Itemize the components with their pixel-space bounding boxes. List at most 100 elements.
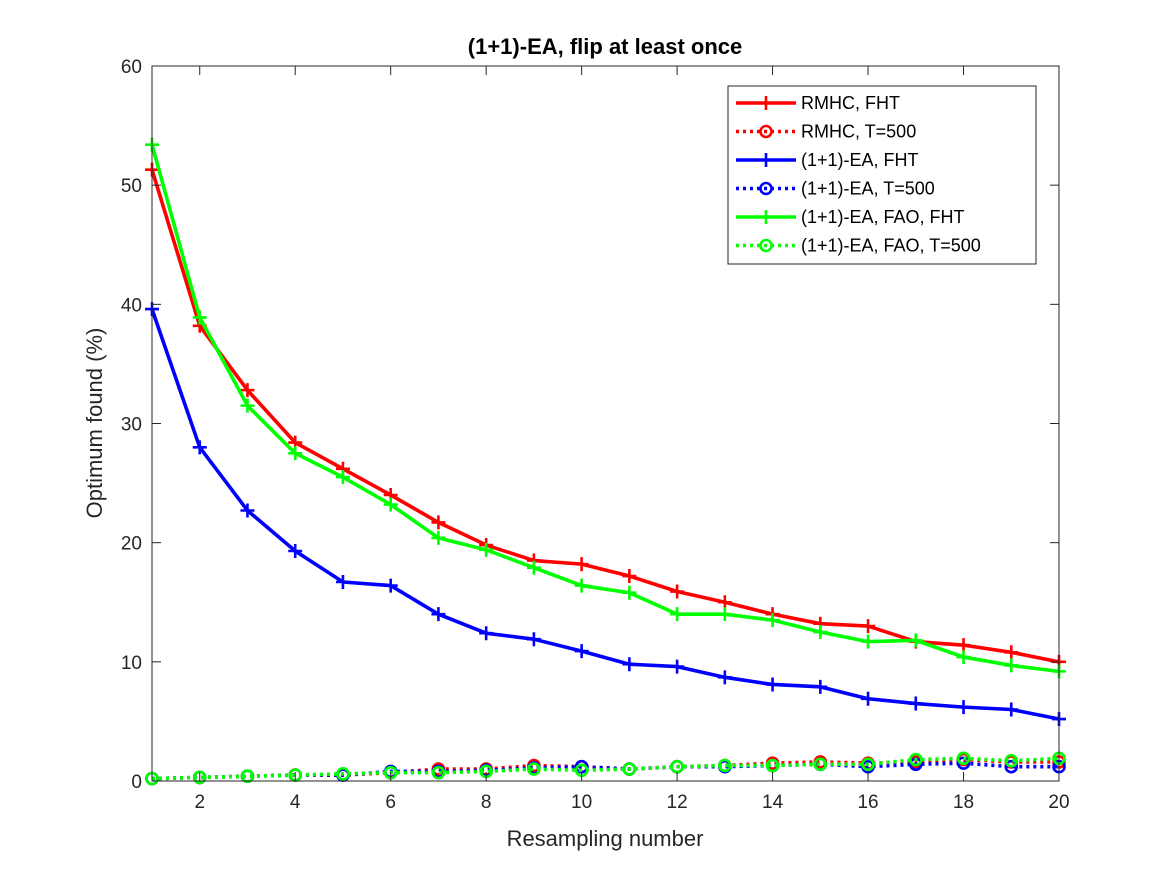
circle-marker	[813, 757, 828, 772]
legend-label: RMHC, T=500	[801, 122, 916, 142]
plus-marker	[479, 542, 494, 557]
plus-marker	[526, 560, 541, 575]
plus-marker	[861, 691, 876, 706]
plus-marker	[192, 440, 207, 455]
x-tick-label: 6	[385, 792, 396, 813]
circle-marker	[759, 124, 773, 139]
plus-marker	[759, 210, 773, 224]
series-path	[150, 144, 1060, 674]
legend: RMHC, FHT RMHC, T=500 (1+1)-EA, FHT (1+1)-E…	[727, 85, 1037, 265]
plus-marker	[240, 398, 255, 413]
plus-marker	[670, 607, 685, 622]
x-axis-label: Resampling number	[507, 826, 704, 851]
plus-marker	[574, 644, 589, 659]
circle-marker	[718, 758, 732, 773]
legend-label: (1+1)-EA, FHT	[801, 150, 919, 170]
x-tick-label: 8	[481, 792, 492, 813]
circle-marker	[622, 762, 637, 776]
y-tick-label: 0	[131, 772, 142, 793]
legend-item: (1+1)-EA, FAO, FHT	[736, 207, 965, 227]
y-tick-label: 30	[121, 415, 142, 436]
plus-marker	[383, 497, 398, 512]
circle-marker	[759, 238, 773, 253]
plus-marker	[192, 310, 207, 325]
plus-marker	[759, 96, 773, 110]
plus-marker	[670, 584, 685, 599]
circle-marker	[1004, 753, 1019, 768]
plus-marker	[431, 530, 446, 545]
y-tick-label: 20	[121, 534, 142, 555]
x-tick-label: 20	[1048, 792, 1069, 813]
x-tick-label: 16	[857, 792, 878, 813]
y-tick-label: 10	[121, 653, 142, 674]
chart-title: (1+1)-EA, flip at least once	[468, 34, 742, 59]
legend-label: (1+1)-EA, T=500	[801, 179, 935, 199]
circle-marker	[192, 770, 207, 785]
series-path	[151, 761, 1059, 781]
plus-marker	[335, 470, 350, 485]
series-path	[150, 308, 1060, 721]
circle-marker	[336, 767, 350, 781]
x-tick-label: 2	[194, 792, 205, 813]
x-tick-label: 4	[290, 792, 301, 813]
plus-marker	[335, 574, 350, 589]
plus-marker	[908, 696, 923, 711]
plus-marker	[574, 557, 589, 572]
series-line	[145, 751, 1066, 786]
plus-marker	[956, 700, 971, 715]
plus-marker	[240, 383, 255, 398]
x-axis-ticks: 2 4 6 8 10 12 14 16 18 20	[194, 66, 1070, 813]
plus-marker	[717, 595, 732, 610]
plus-marker	[479, 626, 494, 641]
legend-item: (1+1)-EA, FHT	[736, 150, 919, 170]
x-tick-label: 12	[667, 792, 688, 813]
x-tick-label: 10	[571, 792, 592, 813]
plus-marker	[383, 578, 398, 593]
legend-label: (1+1)-EA, FAO, FHT	[801, 207, 965, 227]
legend-box	[727, 85, 1037, 265]
plus-marker	[1004, 658, 1019, 673]
plus-marker	[431, 515, 446, 530]
plus-marker	[622, 569, 637, 584]
plus-marker	[431, 607, 446, 622]
plus-marker	[670, 659, 685, 674]
plus-marker	[861, 619, 876, 634]
legend-label: (1+1)-EA, FAO, T=500	[801, 236, 981, 256]
y-axis-ticks: 0 10 20 30 40 50 60	[121, 57, 1059, 793]
series-path	[151, 756, 1060, 781]
plus-marker	[813, 679, 828, 694]
circle-marker	[1004, 759, 1019, 774]
legend-item: RMHC, T=500	[736, 122, 916, 142]
plus-marker	[574, 578, 589, 593]
plus-marker	[526, 632, 541, 647]
circle-marker	[759, 181, 773, 196]
plus-marker	[717, 607, 732, 622]
x-tick-label: 14	[762, 792, 784, 813]
plus-marker	[1004, 702, 1019, 717]
y-axis-label: Optimum found (%)	[82, 328, 107, 519]
legend-item: RMHC, FHT	[736, 93, 900, 113]
plus-marker	[288, 446, 303, 461]
plus-marker	[288, 544, 303, 559]
plus-marker	[759, 153, 773, 167]
plus-marker	[956, 650, 971, 665]
circle-marker	[765, 758, 780, 773]
x-tick-label: 18	[953, 792, 974, 813]
circle-marker	[431, 765, 446, 780]
plus-marker	[622, 657, 637, 672]
plus-marker	[765, 613, 780, 628]
plus-marker	[908, 633, 923, 648]
plus-marker	[622, 585, 637, 600]
legend-item: (1+1)-EA, T=500	[736, 179, 935, 199]
legend-label: RMHC, FHT	[801, 93, 900, 113]
legend-item: (1+1)-EA, FAO, T=500	[736, 236, 981, 256]
y-tick-label: 40	[121, 295, 142, 316]
plus-marker	[956, 638, 971, 653]
circle-marker	[908, 752, 923, 767]
plus-marker	[1004, 645, 1019, 660]
y-tick-label: 50	[121, 176, 142, 197]
plus-marker	[861, 634, 876, 649]
plus-marker	[240, 503, 255, 518]
plus-marker	[813, 625, 828, 640]
